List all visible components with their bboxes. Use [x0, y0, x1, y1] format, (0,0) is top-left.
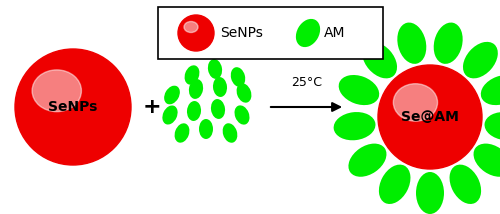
Ellipse shape: [164, 86, 180, 104]
Ellipse shape: [236, 83, 252, 103]
Ellipse shape: [481, 75, 500, 105]
Text: Se@AM: Se@AM: [401, 110, 459, 124]
Ellipse shape: [484, 112, 500, 140]
Ellipse shape: [222, 123, 238, 143]
Ellipse shape: [184, 65, 200, 85]
Ellipse shape: [208, 59, 222, 79]
Ellipse shape: [174, 123, 190, 143]
Ellipse shape: [231, 67, 245, 87]
Ellipse shape: [213, 77, 227, 97]
Ellipse shape: [434, 22, 462, 64]
Ellipse shape: [398, 22, 426, 64]
Circle shape: [15, 49, 131, 165]
Ellipse shape: [394, 84, 438, 121]
Ellipse shape: [338, 75, 379, 105]
Circle shape: [178, 15, 214, 51]
Text: +: +: [142, 97, 162, 117]
Ellipse shape: [296, 19, 320, 47]
Circle shape: [378, 65, 482, 169]
Bar: [158, 7, 383, 59]
Text: 25°C: 25°C: [291, 76, 322, 89]
Ellipse shape: [379, 165, 410, 204]
Ellipse shape: [474, 144, 500, 177]
Text: SeNPs: SeNPs: [220, 26, 263, 40]
Ellipse shape: [162, 106, 178, 125]
Ellipse shape: [187, 101, 201, 121]
Ellipse shape: [234, 105, 250, 125]
Ellipse shape: [189, 79, 203, 99]
Ellipse shape: [348, 144, 387, 177]
Ellipse shape: [416, 172, 444, 214]
Ellipse shape: [450, 165, 481, 204]
Text: AM: AM: [324, 26, 345, 40]
Ellipse shape: [199, 119, 213, 139]
Text: SeNPs: SeNPs: [48, 100, 98, 114]
Ellipse shape: [211, 99, 225, 119]
Ellipse shape: [184, 21, 198, 33]
Ellipse shape: [362, 42, 397, 78]
Ellipse shape: [334, 112, 376, 140]
Ellipse shape: [32, 70, 82, 112]
Ellipse shape: [463, 42, 498, 78]
